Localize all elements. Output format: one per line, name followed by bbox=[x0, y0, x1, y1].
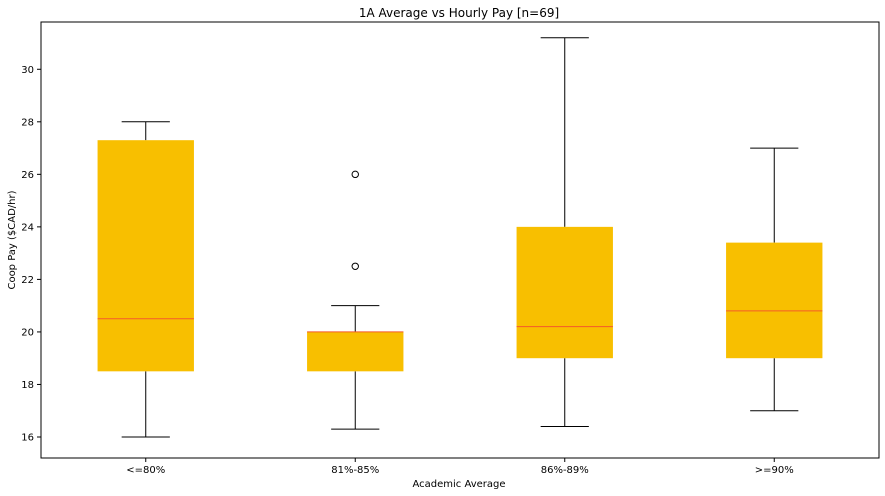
box-group bbox=[516, 37, 613, 427]
y-tick-label: 16 bbox=[21, 432, 34, 443]
x-axis-label: Academic Average bbox=[412, 479, 505, 490]
box-group bbox=[307, 170, 404, 430]
outlier-point bbox=[351, 262, 359, 270]
box-body bbox=[307, 331, 404, 372]
y-tick-label: 18 bbox=[21, 380, 34, 391]
y-axis-label: Coop Pay ($CAD/hr) bbox=[7, 190, 18, 289]
y-tick-label: 30 bbox=[21, 65, 34, 76]
chart-title: 1A Average vs Hourly Pay [n=69] bbox=[359, 6, 559, 20]
y-tick-label: 22 bbox=[21, 275, 34, 286]
box-group bbox=[97, 121, 194, 438]
box-body bbox=[726, 242, 823, 359]
outlier-point bbox=[351, 170, 359, 179]
box-body bbox=[516, 226, 613, 359]
y-tick-label: 24 bbox=[21, 222, 34, 233]
x-tick-label: >=90% bbox=[755, 465, 794, 476]
box-body bbox=[97, 140, 194, 372]
x-tick-label: 81%-85% bbox=[331, 465, 379, 476]
y-tick-label: 28 bbox=[21, 117, 34, 128]
y-axis: 16 18 20 22 24 26 28 30 bbox=[21, 65, 41, 443]
x-axis: <=80% 81%-85% 86%-89% >=90% bbox=[126, 458, 794, 476]
x-tick-label: <=80% bbox=[126, 465, 165, 476]
box-group bbox=[726, 147, 823, 412]
y-tick-label: 20 bbox=[21, 327, 34, 338]
x-tick-label: 86%-89% bbox=[541, 465, 589, 476]
boxes-layer bbox=[97, 37, 823, 438]
plot-frame bbox=[40, 21, 880, 459]
y-tick-label: 26 bbox=[21, 170, 34, 181]
